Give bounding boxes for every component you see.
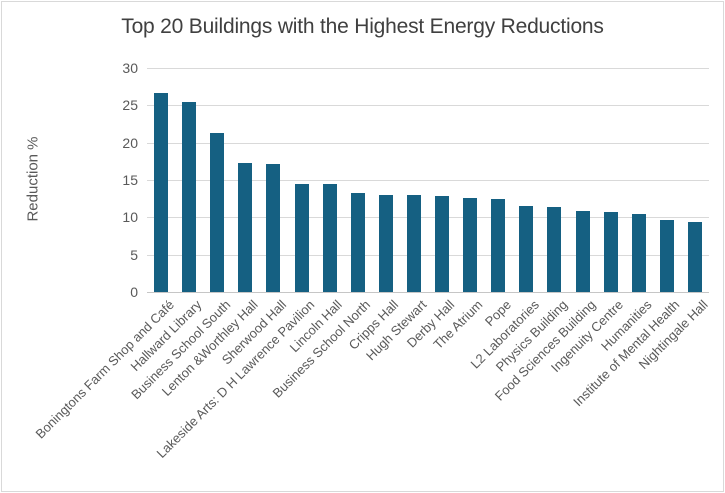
y-tick-label-20: 20 bbox=[122, 134, 138, 151]
y-tick-label-0: 0 bbox=[130, 284, 138, 300]
gridline-y-10 bbox=[147, 217, 709, 219]
bar-18 bbox=[631, 214, 646, 292]
bar-8 bbox=[350, 193, 365, 292]
bar-12 bbox=[463, 197, 478, 292]
bar-5 bbox=[266, 164, 281, 292]
bar-1 bbox=[154, 92, 169, 292]
bar-20 bbox=[687, 221, 702, 292]
bar-2 bbox=[182, 102, 197, 292]
bar-10 bbox=[406, 194, 421, 292]
gridline-y-15 bbox=[147, 180, 709, 181]
plot-area bbox=[147, 68, 709, 293]
bar-11 bbox=[435, 196, 450, 292]
bar-6 bbox=[294, 183, 309, 292]
bar-13 bbox=[491, 198, 506, 292]
bar-3 bbox=[210, 132, 225, 292]
gridline-y-5 bbox=[147, 254, 709, 256]
gridline-y-20 bbox=[147, 142, 709, 144]
bar-15 bbox=[547, 206, 562, 292]
y-tick-label-15: 15 bbox=[122, 172, 138, 188]
bar-19 bbox=[659, 219, 674, 292]
bar-9 bbox=[378, 194, 393, 292]
y-tick-label-10: 10 bbox=[122, 209, 138, 226]
gridline-y-30 bbox=[147, 68, 709, 69]
chart-title: Top 20 Buildings with the Highest Energy… bbox=[121, 15, 604, 38]
y-tick-label-5: 5 bbox=[130, 246, 138, 263]
gridline-y-25 bbox=[147, 105, 709, 107]
y-tick-label-25: 25 bbox=[122, 97, 138, 114]
bar-4 bbox=[238, 162, 253, 292]
bar-16 bbox=[575, 211, 590, 292]
bar-17 bbox=[603, 212, 618, 292]
bar-14 bbox=[519, 206, 534, 292]
bar-7 bbox=[322, 183, 337, 292]
y-tick-label-30: 30 bbox=[122, 60, 138, 76]
